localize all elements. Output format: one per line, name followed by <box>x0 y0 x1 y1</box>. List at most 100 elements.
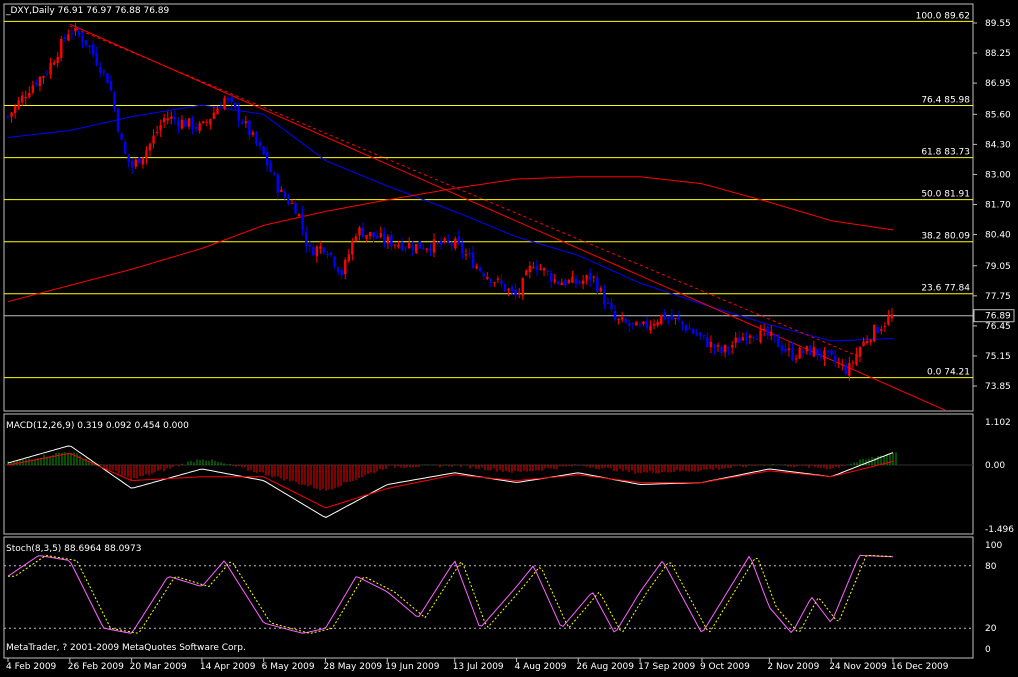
candle-body <box>702 334 705 336</box>
candle-body <box>269 163 272 173</box>
macd-y-tick-label: -1.496 <box>985 525 1014 535</box>
candle-body <box>890 314 894 319</box>
candle-body <box>581 280 585 284</box>
candle-body <box>219 107 223 109</box>
x-tick-label: 24 Nov 2009 <box>829 662 887 672</box>
candle-body <box>478 267 482 272</box>
candle-body <box>443 238 446 243</box>
candle-body <box>656 321 659 326</box>
candle-body <box>52 62 56 65</box>
candle-body <box>198 123 201 131</box>
x-tick-label: 6 May 2009 <box>262 662 315 672</box>
candle-body <box>305 232 308 247</box>
candle-body <box>120 133 123 140</box>
candle-body <box>436 242 439 244</box>
candle-body <box>599 288 603 292</box>
candle-body <box>674 318 677 320</box>
fib-level-label: 50.0 81.91 <box>921 190 970 200</box>
macd-signal-line <box>7 453 894 509</box>
y-tick-label: 85.60 <box>985 110 1011 120</box>
stoch-signal-line <box>8 554 894 634</box>
candle-body <box>251 132 255 135</box>
candle-body <box>493 282 496 284</box>
candle-body <box>49 63 52 75</box>
candle-body <box>823 350 826 360</box>
candle-body <box>56 56 59 63</box>
y-tick-label: 84.30 <box>985 140 1011 150</box>
candle-body <box>706 337 709 348</box>
candle-body <box>731 344 734 348</box>
candle-body <box>404 247 407 249</box>
candle-body <box>216 108 219 115</box>
trendline-dashed <box>69 25 861 358</box>
candle-body <box>571 276 574 283</box>
candle-body <box>351 241 354 255</box>
candle-body <box>397 244 400 247</box>
candle-body <box>13 106 17 114</box>
candle-body <box>70 32 74 34</box>
candle-body <box>691 329 695 334</box>
candle-body <box>10 112 13 117</box>
candle-body <box>791 347 794 360</box>
x-tick-label: 17 Sep 2009 <box>638 662 695 672</box>
candle-body <box>695 332 698 336</box>
candle-body <box>447 239 450 243</box>
candle-body <box>163 118 166 123</box>
candle-body <box>585 275 588 280</box>
candle-body <box>766 326 769 336</box>
candle-body <box>99 67 102 73</box>
y-tick-label: 88.25 <box>985 49 1011 59</box>
candle-body <box>496 278 500 280</box>
candle-body <box>297 213 301 217</box>
candle-body <box>88 45 91 47</box>
candle-body <box>152 135 155 144</box>
candle-body <box>851 362 855 364</box>
candle-body <box>273 172 276 175</box>
candle-body <box>202 121 205 123</box>
candle-body <box>31 85 35 93</box>
candle-body <box>858 347 862 357</box>
candle-body <box>209 118 212 125</box>
candle-body <box>248 120 251 136</box>
candle-body <box>81 36 84 43</box>
candle-body <box>628 323 631 326</box>
candle-body <box>557 281 560 284</box>
candle-body <box>535 265 539 271</box>
candle-body <box>127 154 130 163</box>
candle-body <box>663 312 666 320</box>
candle-body <box>17 100 20 109</box>
candle-body <box>361 227 365 238</box>
macd-y-tick-label: 0.00 <box>985 461 1005 471</box>
candle-body <box>308 244 311 247</box>
candle-body <box>205 121 208 123</box>
y-tick-label: 73.85 <box>985 382 1011 392</box>
candle-body <box>237 106 240 121</box>
x-tick-label: 16 Dec 2009 <box>891 662 949 672</box>
candle-body <box>141 157 145 165</box>
candle-body <box>549 272 553 282</box>
x-tick-label: 4 Aug 2009 <box>515 662 567 672</box>
candle-body <box>500 280 503 284</box>
candle-body <box>376 235 379 239</box>
candle-body <box>148 143 152 151</box>
candle-body <box>28 92 31 98</box>
candle-body <box>262 146 265 155</box>
candle-body <box>624 318 627 323</box>
candle-body <box>180 119 184 129</box>
candle-body <box>620 317 624 320</box>
candle-body <box>883 326 887 328</box>
ma-slow-line <box>7 176 894 303</box>
candle-body <box>521 278 524 296</box>
trendline-solid <box>69 23 946 411</box>
candle-body <box>574 278 578 284</box>
candle-body <box>489 278 492 283</box>
y-tick-label: 83.00 <box>985 170 1011 180</box>
candle-body <box>106 73 109 84</box>
candle-body <box>841 364 844 366</box>
candle-body <box>425 248 429 250</box>
candle-body <box>589 272 592 281</box>
candle-body <box>709 341 713 348</box>
candle-body <box>418 240 421 249</box>
